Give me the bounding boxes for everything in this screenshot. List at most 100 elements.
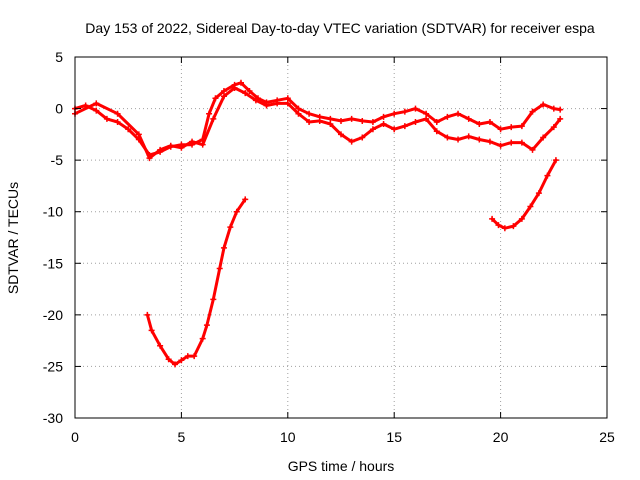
data-point [178,357,185,364]
data-point [401,108,408,115]
data-point [348,138,355,145]
data-point [486,118,493,125]
x-axis-label: GPS time / hours [288,458,395,474]
data-point [189,138,196,145]
data-point [540,134,547,141]
y-tick-label: 5 [55,49,63,65]
data-point [327,121,334,128]
data-point [401,123,408,130]
data-point [178,144,185,151]
data-point [184,353,191,360]
data-point [93,100,100,107]
data-point [455,136,462,143]
data-point [167,142,174,149]
data-point [203,322,210,329]
x-tick-label: 15 [386,429,402,445]
data-point [327,115,334,122]
series-layer [72,79,564,368]
x-tick-label: 20 [493,429,509,445]
data-point [529,108,536,115]
data-point [135,131,142,138]
chart-title: Day 153 of 2022, Sidereal Day-to-day VTE… [85,20,595,36]
data-point [423,110,430,117]
data-point [433,118,440,125]
data-point [172,361,179,368]
data-point [274,100,281,107]
data-point [263,102,270,109]
series-line-track-c [145,197,247,366]
data-point [252,97,259,104]
data-point [550,105,557,112]
data-point [220,93,227,100]
data-point [237,79,244,86]
data-point [165,356,172,363]
data-point [210,296,217,303]
data-point [103,115,110,122]
data-point [157,342,164,349]
data-point [518,123,525,130]
data-point [465,133,472,140]
data-point [212,95,219,102]
y-tick-label: -10 [43,204,63,220]
data-point [284,95,291,102]
data-point [455,110,462,117]
y-tick-label: -25 [43,358,63,374]
y-tick-label: 0 [55,101,63,117]
data-point [359,134,366,141]
data-point [380,121,387,128]
data-point [510,223,517,230]
data-point [242,90,249,97]
data-point [391,110,398,117]
data-point [199,141,206,148]
data-point [114,118,121,125]
y-tick-label: -20 [43,307,63,323]
y-tick-label: -30 [43,410,63,426]
x-tick-label: 25 [599,429,615,445]
data-point [444,113,451,120]
data-point [348,115,355,122]
data-point [246,88,253,95]
data-point [540,101,547,108]
data-point [557,115,564,122]
data-point [146,155,153,162]
data-point [501,225,508,232]
data-point [497,142,504,149]
data-point [295,105,302,112]
data-point [518,139,525,146]
data-point [125,126,132,133]
series-line-track-d [490,158,558,230]
data-point [476,121,483,128]
data-point [227,224,234,231]
data-point [476,136,483,143]
data-point [242,196,249,203]
data-point [93,107,100,114]
tick-labels: 0 5 10 15 20 25 5 0 -5 -10 -15 -20 -25 -30 [43,49,615,445]
y-tick-label: -5 [51,152,64,168]
data-point [412,105,419,112]
data-point [495,222,502,229]
data-point [231,84,238,91]
axis-ticks [74,56,608,419]
data-point [216,265,223,272]
data-point [233,208,240,215]
data-point [529,146,536,153]
data-point [316,117,323,124]
data-point [295,110,302,117]
data-point [191,353,198,360]
data-point [423,115,430,122]
data-point [508,124,515,131]
data-point [527,203,534,210]
data-point [199,335,206,342]
data-point [486,138,493,145]
y-axis-label: SDTVAR / TECUs [5,182,21,294]
x-tick-label: 0 [71,429,79,445]
plot-frame [74,56,608,419]
x-tick-label: 10 [280,429,296,445]
data-point [489,215,496,222]
data-point [497,126,504,133]
data-point [338,131,344,138]
data-point [206,110,213,117]
data-point [552,157,559,164]
data-point [535,190,542,197]
